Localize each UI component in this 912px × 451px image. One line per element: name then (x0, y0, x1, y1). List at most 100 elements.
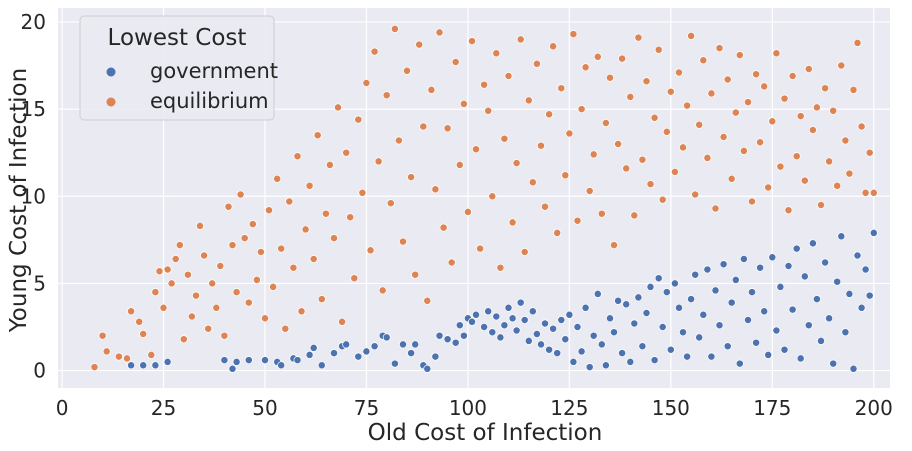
point-equilibrium (297, 307, 306, 316)
point-equilibrium (796, 112, 805, 121)
point-equilibrium (500, 134, 509, 143)
point-equilibrium (618, 54, 627, 63)
point-government (752, 338, 761, 347)
point-government (220, 356, 229, 365)
point-equilibrium (573, 216, 582, 225)
point-government (382, 333, 391, 342)
point-equilibrium (350, 274, 359, 283)
point-equilibrium (821, 84, 830, 93)
point-government (654, 274, 663, 283)
point-government (330, 349, 338, 358)
point-equilibrium (666, 87, 675, 96)
point-equilibrium (179, 335, 188, 344)
point-government (459, 331, 468, 340)
point-government (435, 331, 444, 340)
point-equilibrium (362, 79, 371, 87)
point-equilibrium (394, 136, 403, 145)
point-government (768, 253, 777, 262)
point-government (634, 293, 643, 302)
point-government (557, 316, 566, 324)
point-equilibrium (317, 295, 326, 304)
legend-title: Lowest Cost (108, 25, 247, 51)
point-government (342, 340, 351, 349)
point-equilibrium (496, 263, 505, 272)
point-government (293, 356, 302, 365)
point-equilibrium (212, 303, 221, 312)
point-equilibrium (224, 202, 233, 211)
x-tick-label: 150 (652, 396, 690, 420)
point-equilibrium (569, 30, 578, 39)
point-equilibrium (756, 138, 765, 147)
point-equilibrium (293, 152, 302, 161)
point-equilibrium (419, 122, 428, 131)
point-government (650, 356, 659, 365)
point-government (610, 328, 618, 337)
point-equilibrium (504, 72, 513, 80)
point-equilibrium (248, 220, 257, 229)
point-equilibrium (606, 73, 614, 82)
point-government (630, 319, 639, 328)
point-government (545, 345, 554, 354)
point-equilibrium (800, 176, 809, 185)
point-equilibrium (614, 140, 623, 148)
point-equilibrium (508, 218, 517, 227)
point-government (658, 323, 667, 331)
point-equilibrium (553, 228, 562, 237)
point-equilibrium (817, 201, 825, 209)
point-equilibrium (273, 174, 282, 183)
legend-marker-government (106, 67, 116, 77)
point-government (841, 328, 850, 337)
point-equilibrium (683, 101, 692, 110)
point-equilibrium (752, 70, 761, 79)
point-government (646, 282, 655, 291)
point-government (585, 363, 594, 372)
point-equilibrium (321, 209, 330, 218)
point-equilibrium (171, 255, 180, 263)
point-equilibrium (463, 207, 472, 216)
point-equilibrium (232, 288, 241, 297)
point-equilibrium (593, 52, 602, 61)
x-tick-label: 200 (855, 396, 893, 420)
point-government (451, 338, 460, 347)
point-government (776, 282, 785, 291)
x-tick-label: 50 (252, 396, 277, 420)
y-tick-label: 15 (21, 97, 46, 121)
point-equilibrium (748, 197, 756, 206)
point-equilibrium (98, 331, 107, 340)
point-equilibrium (447, 258, 456, 267)
point-government (800, 272, 809, 281)
point-government (679, 328, 687, 337)
point-equilibrium (841, 136, 850, 145)
point-equilibrium (127, 307, 136, 316)
point-equilibrium (135, 317, 144, 326)
point-government (431, 352, 440, 361)
point-equilibrium (281, 324, 290, 333)
point-government (715, 321, 724, 330)
point-equilibrium (330, 234, 338, 243)
point-equilibrium (845, 169, 854, 178)
point-equilibrium (423, 296, 432, 305)
point-government (780, 345, 789, 354)
point-equilibrium (342, 148, 351, 157)
point-equilibrium (167, 279, 176, 288)
point-government (662, 288, 671, 297)
point-government (865, 291, 874, 300)
point-government (528, 307, 537, 316)
point-equilibrium (289, 263, 298, 272)
y-tick-label: 5 (33, 271, 46, 295)
point-government (532, 330, 541, 338)
point-government (305, 350, 314, 359)
point-equilibrium (719, 133, 728, 141)
point-government (691, 270, 700, 279)
point-equilibrium (313, 131, 322, 140)
point-equilibrium (476, 244, 485, 253)
point-government (232, 357, 241, 366)
point-government (760, 307, 769, 316)
point-equilibrium (407, 173, 416, 182)
point-equilibrium (183, 270, 192, 279)
point-government (695, 333, 704, 342)
point-equilibrium (837, 61, 846, 70)
point-equilibrium (723, 75, 732, 84)
point-equilibrium (825, 157, 834, 166)
point-equilibrium (228, 241, 237, 250)
